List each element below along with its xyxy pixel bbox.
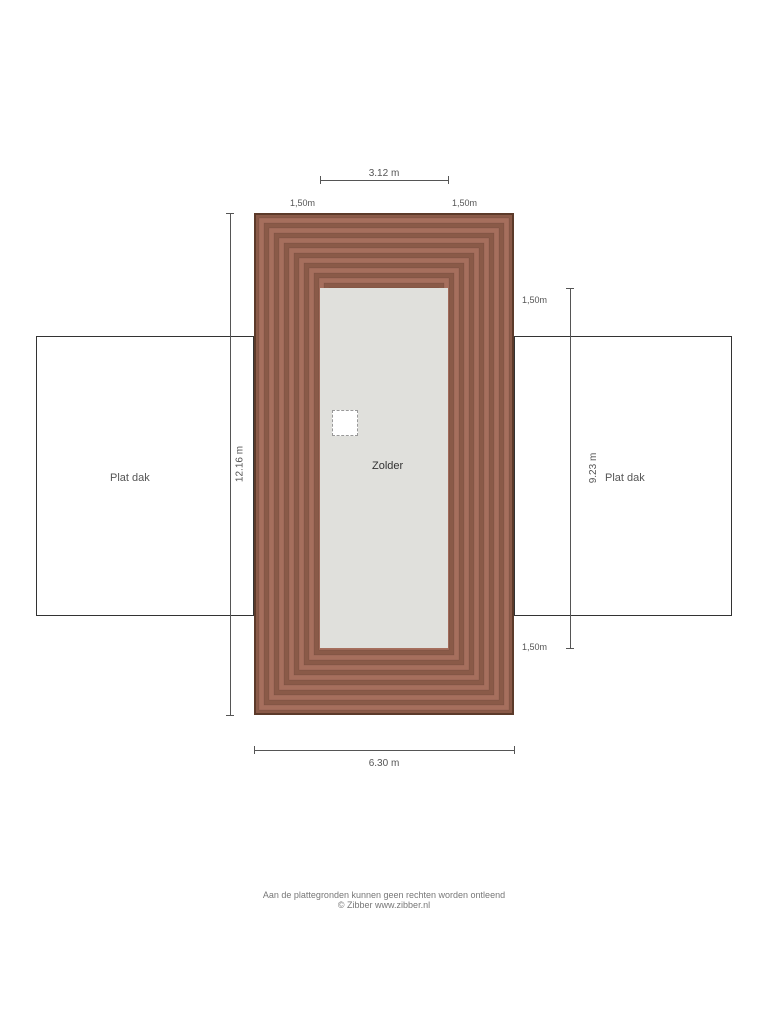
dim-left-tick-top (226, 213, 234, 214)
floorplan-canvas: Plat dak Plat dak Zolder 3.12 m 1,50m 1,… (0, 0, 768, 1024)
dim-bottom-tick-right (514, 746, 515, 754)
roof-window (332, 410, 358, 436)
footer-line2: © Zibber www.zibber.nl (0, 900, 768, 910)
dim-top-label: 3.12 m (369, 168, 400, 179)
dim-left-label: 12.16 m (235, 446, 246, 482)
dim-top-right-seg: 1,50m (452, 198, 477, 208)
dim-right-line (570, 288, 571, 648)
dim-top-tick-right (448, 176, 449, 184)
dim-top-line (320, 180, 448, 181)
dim-right-label: 9.23 m (588, 453, 599, 484)
dim-top-tick-left (320, 176, 321, 184)
dim-top-left-seg: 1,50m (290, 198, 315, 208)
footer: Aan de plattegronden kunnen geen rechten… (0, 890, 768, 910)
dim-right-top-seg: 1,50m (522, 295, 547, 305)
roof-label: Zolder (372, 460, 403, 472)
dim-left-tick-bot (226, 715, 234, 716)
footer-line1: Aan de plattegronden kunnen geen rechten… (0, 890, 768, 900)
dim-right-bottom-seg: 1,50m (522, 642, 547, 652)
dim-bottom-label: 6.30 m (369, 758, 400, 769)
dim-right-tick-bot (566, 648, 574, 649)
dim-left-line (230, 213, 231, 715)
dim-bottom-tick-left (254, 746, 255, 754)
flat-roof-right-label: Plat dak (605, 472, 645, 484)
flat-roof-left-label: Plat dak (110, 472, 150, 484)
dim-right-tick-top (566, 288, 574, 289)
dim-bottom-line (254, 750, 514, 751)
